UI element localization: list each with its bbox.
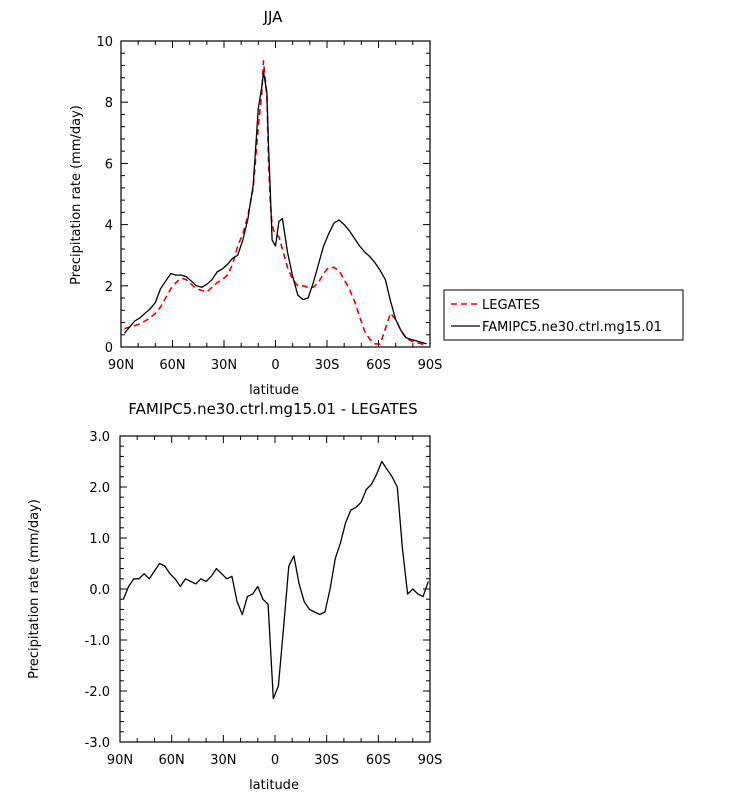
bottom-x-tick-label: 60S (366, 753, 391, 768)
top-series-line-legates (124, 60, 427, 347)
top-x-tick-label: 90N (108, 358, 134, 373)
top-x-tick-label: 60S (366, 358, 391, 373)
top-y-tick-label: 4 (105, 219, 113, 234)
bottom-y-tick-label: 0.0 (89, 583, 110, 598)
bottom-y-tick-label: 3.0 (89, 430, 110, 445)
top-y-tick-label: 0 (105, 341, 113, 356)
top-y-tick-label: 6 (105, 157, 113, 172)
legend-box (443, 289, 684, 341)
bottom-y-tick-label: -1.0 (85, 634, 110, 649)
bottom-x-axis-label: latitude (249, 778, 299, 793)
top-y-tick-label: 10 (96, 35, 113, 50)
bottom-y-tick-label: -2.0 (85, 685, 110, 700)
top-series-line-famipc5-ne30-ctrl-mg15-01 (123, 70, 427, 345)
top-x-tick-label: 60N (159, 358, 185, 373)
top-x-tick-label: 30N (211, 358, 237, 373)
top-y-axis-label: Precipitation rate (mm/day) (69, 105, 84, 285)
top-plot-frame (120, 40, 431, 348)
bottom-x-tick-label: 0 (271, 753, 279, 768)
bottom-x-tick-label: 90S (418, 753, 443, 768)
legend-label-legates: LEGATES (482, 298, 540, 313)
bottom-panel: FAMIPC5.ne30.ctrl.mg15.01 - LEGATES 90N 6… (27, 400, 442, 793)
top-y-tick-label: 8 (105, 96, 113, 111)
top-y-tick-label: 2 (105, 280, 113, 295)
top-x-tick-label: 0 (271, 358, 279, 373)
top-x-axis-label: latitude (249, 383, 299, 398)
bottom-x-tick-label: 90N (107, 753, 133, 768)
bottom-y-axis-label: Precipitation rate (mm/day) (27, 499, 42, 679)
bottom-panel-title: FAMIPC5.ne30.ctrl.mg15.01 - LEGATES (128, 400, 417, 418)
top-x-tick-label: 90S (418, 358, 443, 373)
bottom-x-tick-label: 60N (159, 753, 185, 768)
legend: LEGATES FAMIPC5.ne30.ctrl.mg15.01 (443, 289, 684, 341)
bottom-series-line-difference (122, 460, 429, 700)
top-plot-area: 90N 60N 30N 0 30S 60S 90S 0 2 4 6 8 10 (96, 35, 442, 373)
bottom-plot-area: 90N 60N 30N 0 30S 60S 90S -3.0 -2.0 -1.0 0.0 1.0 2.0… (85, 430, 443, 768)
bottom-x-tick-label: 30S (314, 753, 339, 768)
top-x-tick-label: 30S (315, 358, 340, 373)
legend-label-model: FAMIPC5.ne30.ctrl.mg15.01 (482, 320, 662, 335)
bottom-y-tick-label: 2.0 (89, 481, 110, 496)
bottom-y-tick-label: -3.0 (85, 736, 110, 751)
top-panel-title: JJA (263, 8, 284, 26)
bottom-x-tick-label: 30N (210, 753, 236, 768)
bottom-y-tick-label: 1.0 (89, 532, 110, 547)
